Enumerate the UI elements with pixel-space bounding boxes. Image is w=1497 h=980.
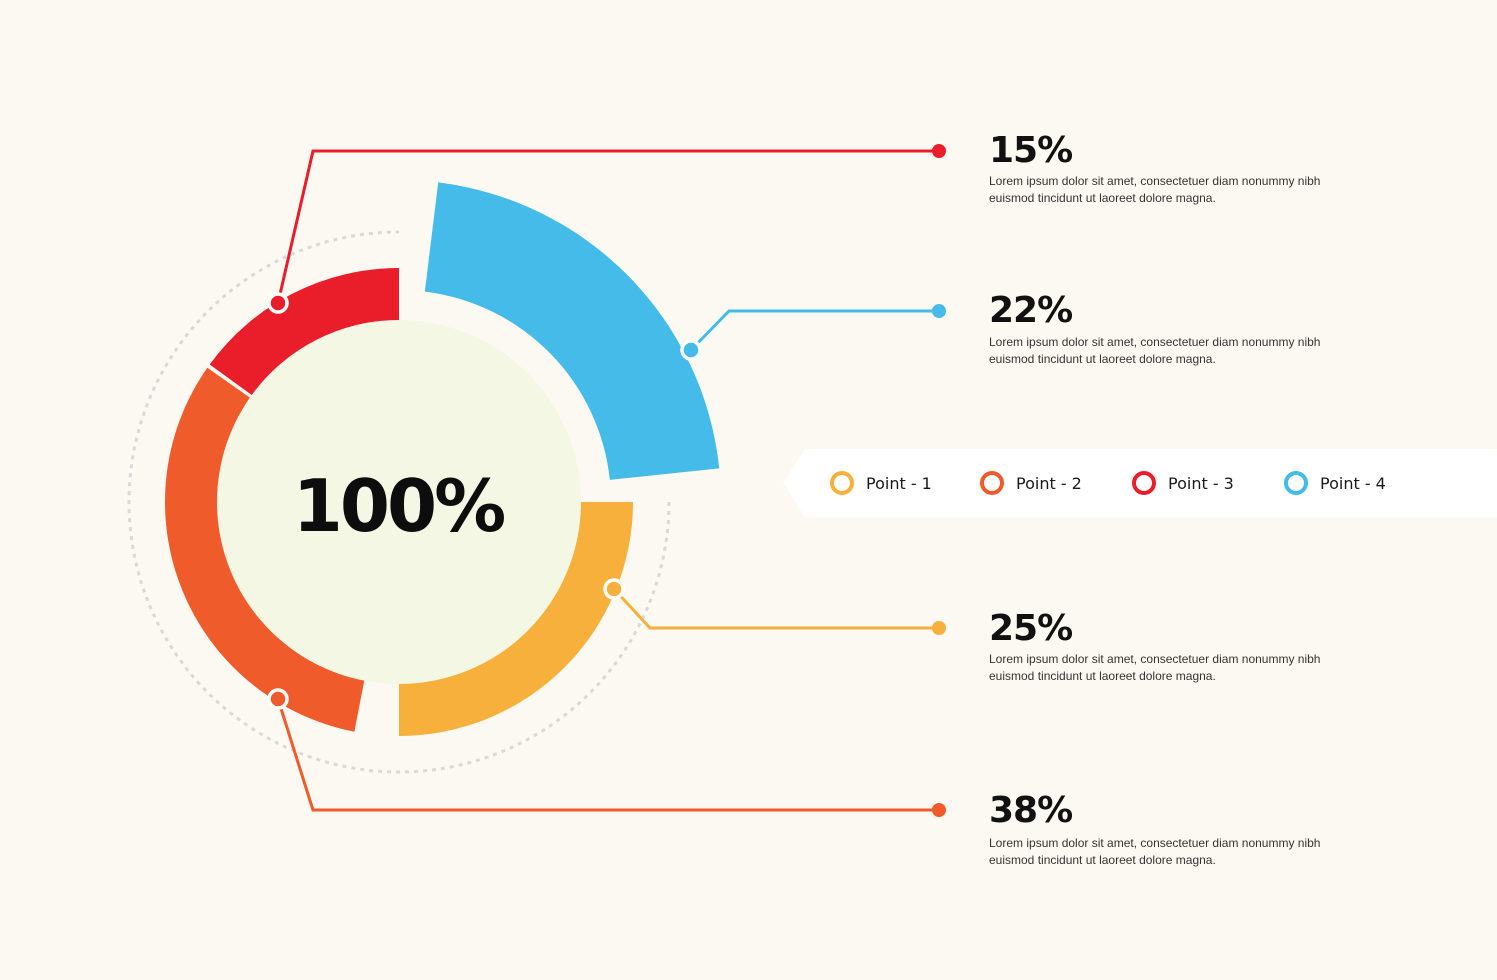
connector-anchor-dot	[603, 578, 625, 600]
segment-value-label: 38%	[989, 790, 1073, 831]
segment-value-label: 25%	[989, 608, 1073, 649]
connector-end-dot	[932, 621, 946, 635]
connector-line	[276, 149, 939, 304]
legend-ring-icon	[1132, 471, 1156, 495]
segment-description: Lorem ipsum dolor sit amet, consectetuer…	[989, 836, 1321, 867]
connector-end-dot	[932, 144, 946, 158]
segment-value-label: 15%	[989, 130, 1073, 171]
legend-item-point-4: Point - 4	[1284, 449, 1386, 517]
connector-end-dot	[932, 304, 946, 318]
connector-line	[276, 698, 939, 812]
segment-description: Lorem ipsum dolor sit amet, consectetuer…	[989, 174, 1321, 205]
connector-line	[689, 309, 939, 352]
connector-line	[612, 587, 939, 630]
legend-label: Point - 4	[1320, 473, 1386, 493]
segment-value-label: 22%	[989, 290, 1073, 331]
legend-item-point-3: Point - 3	[1132, 449, 1234, 517]
center-circle	[217, 320, 581, 684]
segment-arc	[164, 367, 365, 732]
connector-anchor-dot	[267, 688, 289, 710]
legend-label: Point - 3	[1168, 473, 1234, 493]
segment-description: Lorem ipsum dolor sit amet, consectetuer…	[989, 335, 1321, 366]
legend-ring-icon	[1284, 471, 1308, 495]
legend-ring-icon	[830, 471, 854, 495]
segment-arc	[424, 182, 720, 480]
legend-label: Point - 1	[866, 473, 932, 493]
segment-arc	[399, 502, 633, 736]
connector-anchor-dot	[267, 292, 289, 314]
segment-arc	[209, 268, 399, 396]
legend-item-point-2: Point - 2	[980, 449, 1082, 517]
segment-description: Lorem ipsum dolor sit amet, consectetuer…	[989, 652, 1321, 683]
legend-label: Point - 2	[1016, 473, 1082, 493]
legend-ring-icon	[980, 471, 1004, 495]
center-total-label: 100%	[292, 464, 506, 548]
connector-anchor-dot	[680, 339, 702, 361]
connector-end-dot	[932, 803, 946, 817]
legend-item-point-1: Point - 1	[830, 449, 932, 517]
legend: Point - 1 Point - 2 Point - 3 Point - 4	[783, 449, 1497, 517]
